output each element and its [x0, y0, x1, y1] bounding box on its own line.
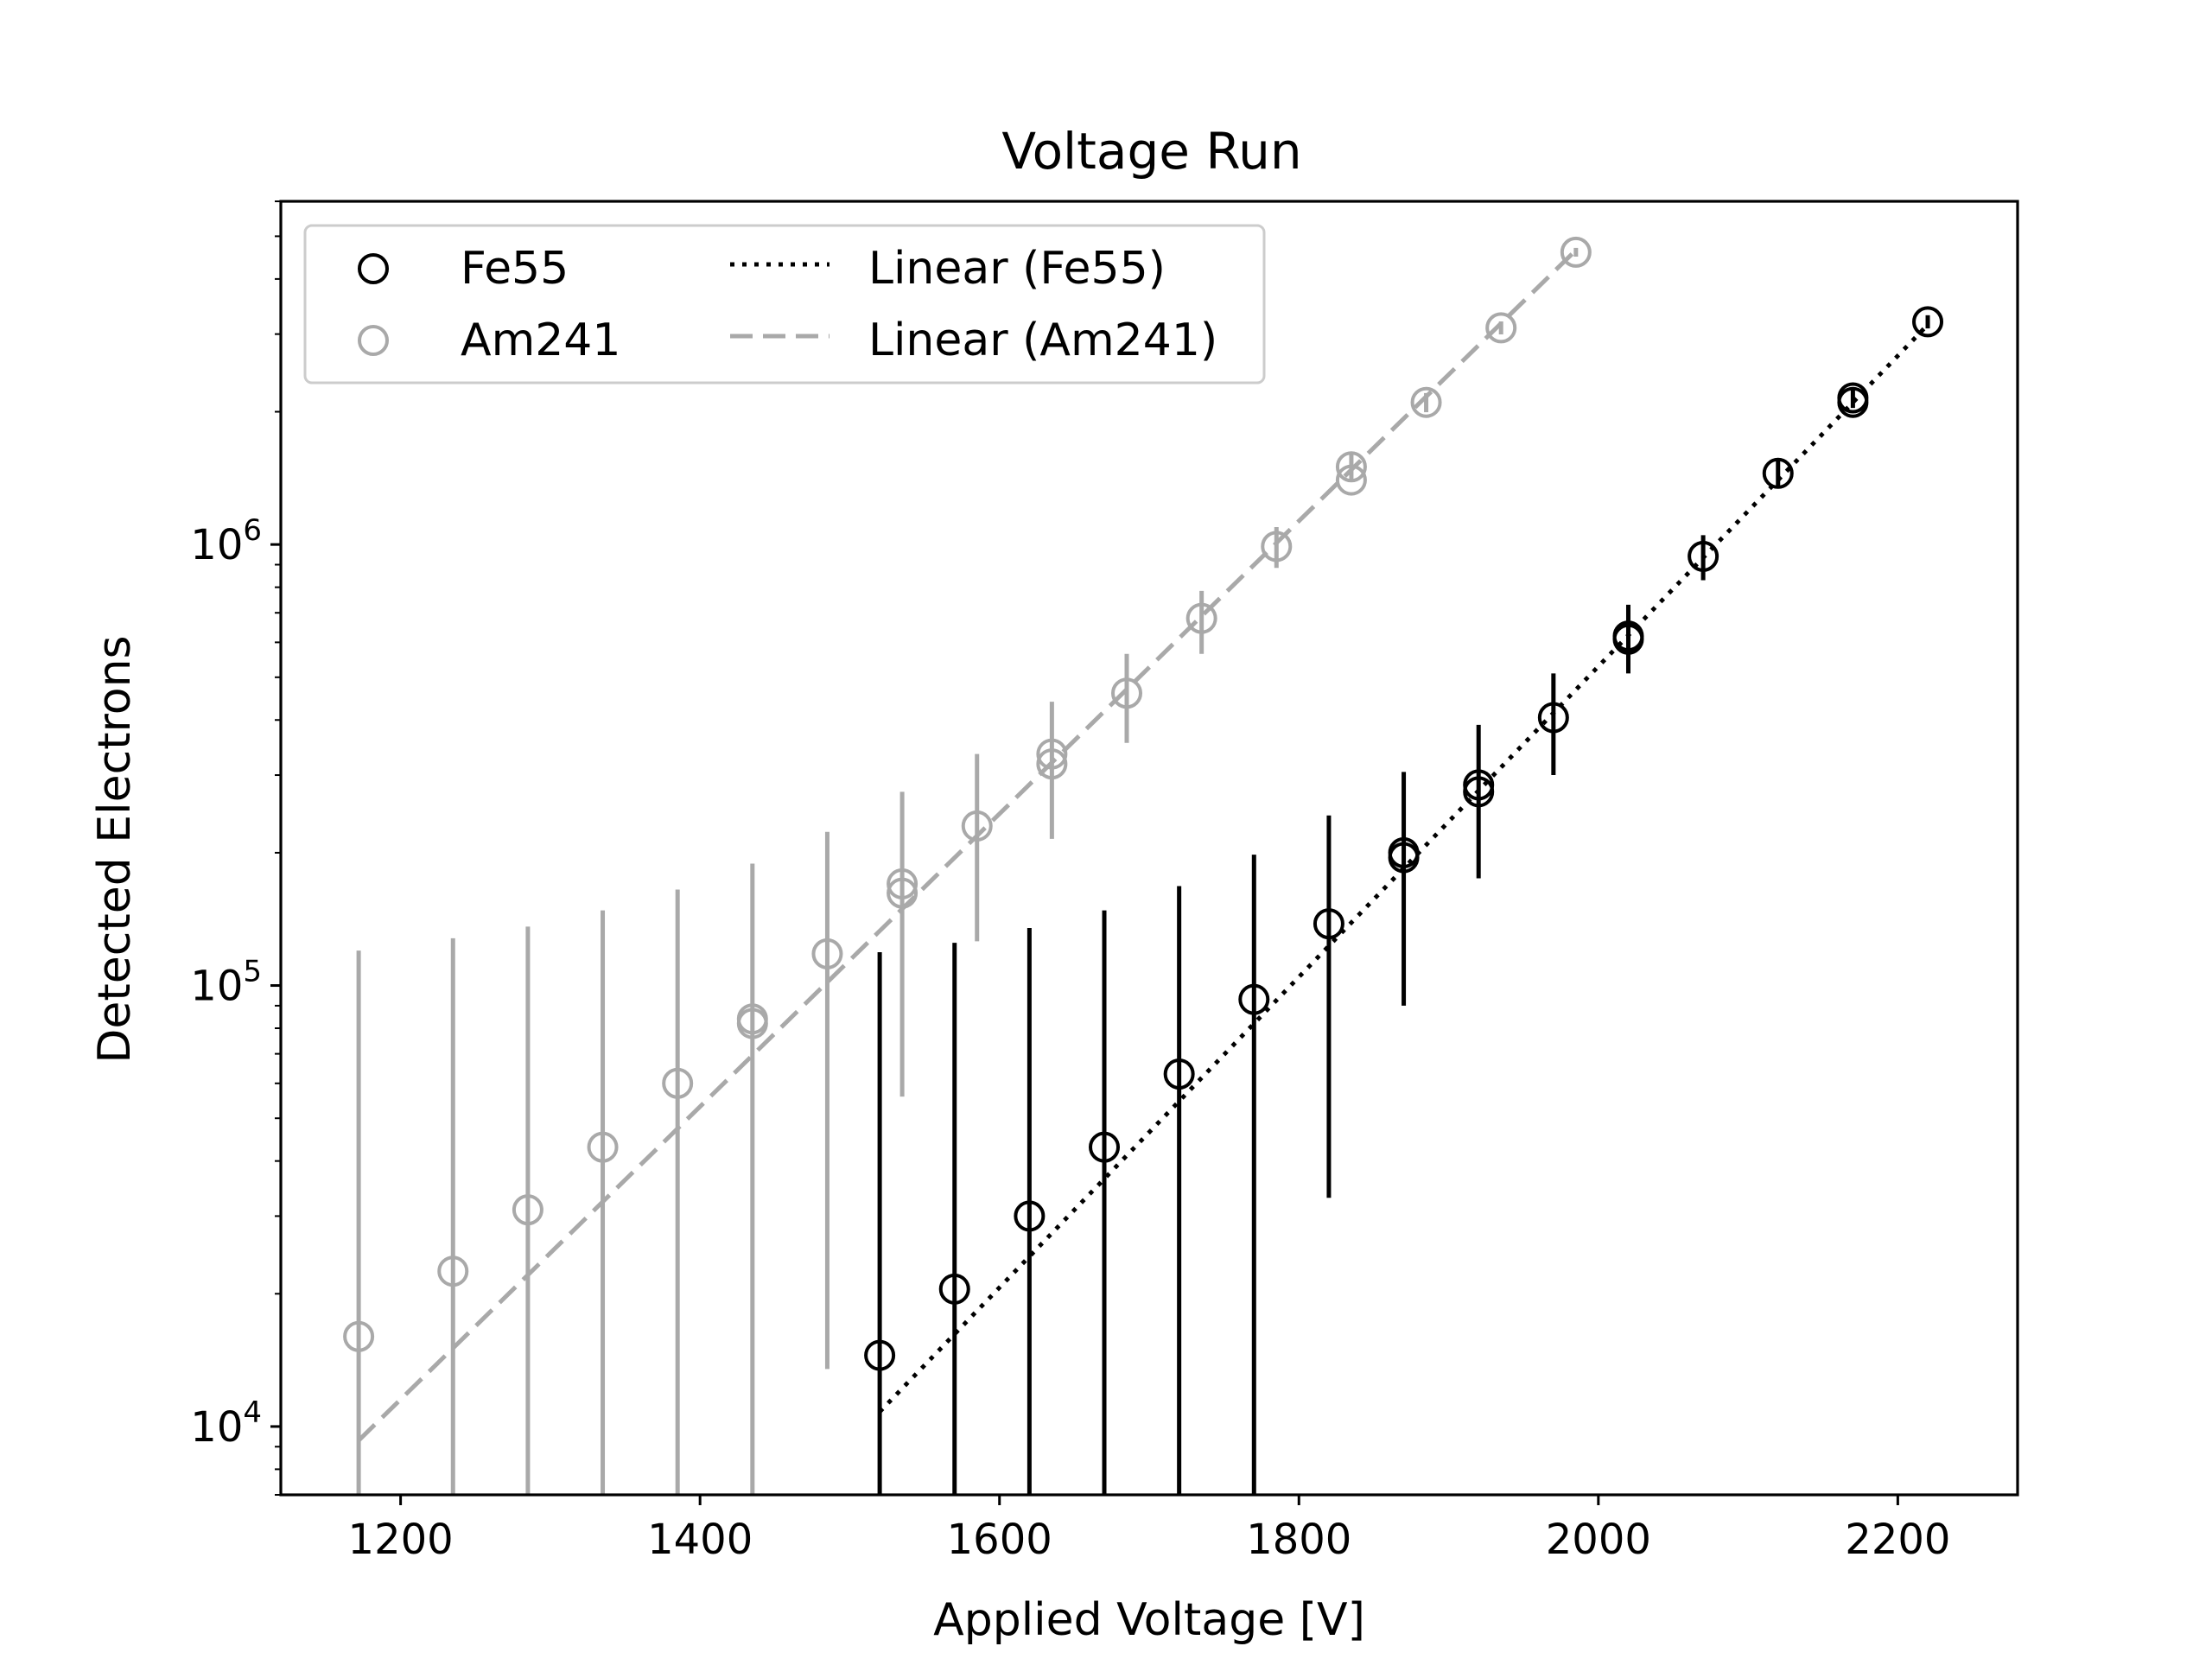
am241-marker — [343, 1320, 375, 1352]
legend-fe55-marker — [358, 253, 389, 284]
am241-marker — [587, 1131, 619, 1163]
legend-am241-fit-label: Linear (Am241) — [868, 315, 1217, 366]
fe55-marker — [1388, 842, 1420, 874]
fe55-marker — [1688, 540, 1719, 572]
am241-marker — [512, 1194, 543, 1226]
am241-marker — [736, 1007, 768, 1039]
errorbars-layer — [356, 247, 1930, 1495]
am241-marker — [437, 1255, 469, 1287]
fe55-marker — [1612, 623, 1644, 655]
fe55-marker — [1762, 457, 1794, 489]
x-tick-label: 1200 — [348, 1516, 454, 1564]
fe55-marker — [1537, 702, 1569, 734]
y-tick-label: 105 — [190, 955, 262, 1011]
am241-marker — [1036, 748, 1068, 780]
x-tick-label: 2200 — [1845, 1516, 1950, 1564]
legend: Fe55 Am241 Linear (Fe55) Linear (Am241) — [303, 224, 1266, 385]
am241-marker — [1261, 531, 1293, 563]
am241-marker — [1335, 451, 1367, 483]
y-tick-label-base: 10 — [190, 963, 243, 1011]
fe55-marker — [1313, 908, 1344, 940]
y-tick-label: 104 — [190, 1395, 262, 1452]
am241-marker — [1410, 386, 1442, 418]
chart-title: Voltage Run — [1001, 122, 1301, 181]
fe55-marker — [1238, 983, 1270, 1015]
x-tick-label: 1600 — [947, 1516, 1052, 1564]
am241-marker — [1111, 677, 1143, 709]
fe55-marker — [1014, 1200, 1046, 1232]
y-tick-label-exponent: 6 — [243, 513, 262, 548]
legend-am241-label: Am241 — [461, 315, 620, 366]
legend-am241-marker — [358, 325, 389, 356]
am241-marker — [961, 810, 993, 842]
am241-marker — [662, 1067, 694, 1099]
axes-frame — [279, 200, 2019, 1497]
y-tick-label-base: 10 — [190, 521, 243, 569]
plot-area — [279, 200, 2019, 1497]
legend-fe55-fit-label: Linear (Fe55) — [868, 243, 1166, 295]
legend-frame — [303, 224, 1266, 385]
am241-marker — [1036, 738, 1068, 770]
x-axis-label: Applied Voltage [V] — [933, 1594, 1365, 1646]
fe55-marker — [1912, 306, 1944, 338]
x-axis: 1200 1400 1600 1800 2000 2200 — [348, 1495, 1950, 1564]
fe55-marker — [864, 1339, 896, 1371]
axes-background — [281, 201, 2018, 1495]
am241-marker — [887, 877, 918, 909]
y-tick-label-exponent: 5 — [243, 955, 262, 989]
am241_fit-fit-line — [357, 248, 1578, 1442]
am241-marker — [1560, 236, 1592, 268]
y-tick-label-exponent: 4 — [243, 1395, 262, 1430]
x-tick-label: 2000 — [1546, 1516, 1651, 1564]
y-tick-label-base: 10 — [190, 1403, 243, 1452]
fe55-marker — [1163, 1058, 1195, 1090]
am241-marker — [811, 938, 843, 969]
x-tick-label: 1800 — [1246, 1516, 1351, 1564]
y-axis-label: Detected Electrons — [89, 635, 141, 1063]
legend-fe55-label: Fe55 — [461, 243, 569, 295]
y-tick-label: 106 — [190, 513, 262, 569]
fe55-marker — [938, 1273, 970, 1305]
am241-marker — [1335, 464, 1367, 496]
x-tick-label: 1400 — [647, 1516, 753, 1564]
markers-layer — [343, 236, 1944, 1371]
fe55_fit-fit-line — [878, 323, 1929, 1414]
am241-marker — [1185, 602, 1217, 634]
fe55-marker — [1837, 386, 1869, 418]
fe55-marker — [1089, 1131, 1121, 1163]
fe55-marker — [1463, 776, 1495, 808]
fit-lines-layer — [357, 248, 1929, 1442]
am241-marker — [887, 868, 918, 899]
am241-marker — [1485, 312, 1517, 344]
